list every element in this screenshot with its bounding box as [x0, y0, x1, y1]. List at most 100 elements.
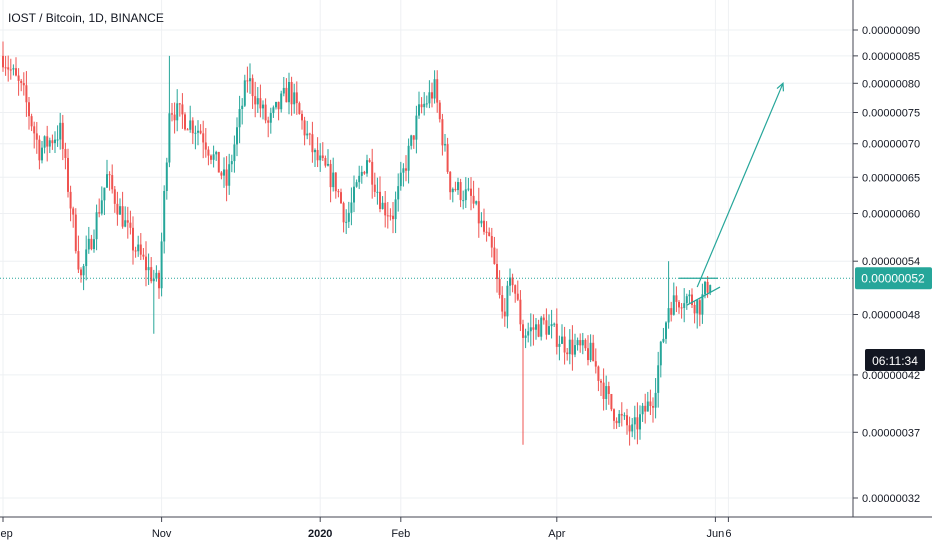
y-tick-label: 0.00000070: [862, 139, 920, 151]
candle-body: [371, 161, 374, 185]
candle-body: [48, 140, 51, 147]
candle-body: [80, 269, 82, 276]
candle-body: [241, 105, 244, 110]
projection-arrow-line: [696, 83, 784, 288]
candle-body: [594, 361, 597, 367]
candle-body: [199, 130, 202, 134]
candle-body: [654, 392, 657, 408]
candle-body: [540, 317, 543, 337]
candle-body: [316, 150, 319, 161]
x-tick-label: Feb: [391, 528, 410, 540]
candle-body: [628, 425, 631, 432]
candle-body: [85, 249, 88, 267]
candle-body: [311, 134, 314, 153]
candle-body: [178, 103, 181, 105]
candle-body: [38, 139, 41, 161]
candle-body: [230, 161, 233, 165]
candle-body: [376, 191, 379, 193]
candle-body: [303, 120, 306, 136]
candle-body: [636, 417, 639, 430]
candle-body: [150, 267, 153, 282]
candle-body: [688, 294, 691, 297]
candle-body: [576, 340, 579, 346]
candle-body: [483, 220, 485, 232]
candle-body: [225, 169, 228, 186]
candle-body: [314, 150, 316, 153]
candle-body: [132, 227, 134, 251]
candle-body: [386, 215, 389, 217]
candle-body: [665, 322, 667, 339]
candle-body: [441, 119, 444, 146]
support-line: [686, 286, 721, 306]
candle-body: [662, 338, 665, 342]
candle-body: [129, 222, 132, 228]
candle-body: [631, 424, 634, 432]
candle-body: [340, 192, 342, 204]
y-tick-label: 0.00000080: [862, 78, 920, 90]
candle-body: [98, 212, 101, 214]
candle-body: [392, 215, 394, 220]
candle-body: [672, 295, 675, 315]
candle-body: [490, 236, 493, 248]
x-tick-label: 2020: [308, 528, 332, 540]
candle-body: [181, 104, 184, 115]
candle-body: [100, 200, 103, 214]
candle-body: [139, 244, 142, 255]
y-tick-label: 0.00000085: [862, 51, 920, 63]
candle-body: [600, 380, 602, 383]
candle-body: [535, 324, 537, 330]
candle-body: [451, 188, 454, 193]
candle-body: [4, 67, 7, 69]
price-axis[interactable]: 0.00000090 0.00000085 0.00000080 0.00000075…: [853, 25, 920, 505]
last-price-label: 0.00000052: [861, 271, 925, 285]
candle-body: [285, 87, 288, 103]
candle-body: [657, 365, 660, 393]
candle-body: [584, 339, 587, 349]
x-tick-label: Nov: [152, 528, 172, 540]
candle-body: [116, 203, 119, 215]
candle-body: [355, 182, 358, 187]
candle-body: [574, 345, 576, 355]
countdown-tag-bg: [865, 349, 925, 371]
candle-body: [243, 80, 246, 106]
candle-body: [345, 221, 348, 223]
candle-body: [17, 75, 20, 81]
candle-body: [25, 85, 28, 103]
candle-body: [444, 144, 446, 146]
candle-body: [704, 281, 706, 295]
candle-body: [501, 295, 504, 312]
candle-body: [220, 172, 223, 176]
candle-body: [709, 285, 712, 293]
candle-body: [506, 285, 509, 317]
candle-body: [415, 115, 418, 140]
candle-body: [194, 132, 197, 134]
candle-body: [366, 160, 368, 174]
candle-body: [548, 326, 550, 335]
candle-body: [168, 113, 171, 163]
candle-body: [165, 162, 168, 192]
candle-body: [197, 130, 199, 133]
candle-body: [368, 160, 371, 162]
candle-body: [353, 186, 355, 203]
candle-body: [561, 336, 563, 344]
candle-body: [553, 323, 556, 325]
candle-body: [641, 405, 644, 415]
candle-body: [464, 189, 467, 201]
candle-body: [108, 174, 111, 176]
candle-body: [264, 104, 267, 121]
candle-body: [519, 299, 522, 325]
candle-body: [514, 285, 517, 294]
candle-body: [7, 67, 10, 70]
candle-body: [280, 93, 283, 110]
candle-body: [698, 300, 701, 315]
candle-body: [54, 139, 56, 144]
candle-body: [493, 247, 496, 264]
candle-body: [425, 103, 428, 105]
trend-drawings[interactable]: [679, 82, 785, 306]
candle-body: [558, 343, 561, 347]
candle-body: [152, 278, 155, 282]
candle-body: [41, 147, 43, 161]
candle-body: [95, 212, 98, 240]
y-tick-label: 0.00000037: [862, 427, 920, 439]
